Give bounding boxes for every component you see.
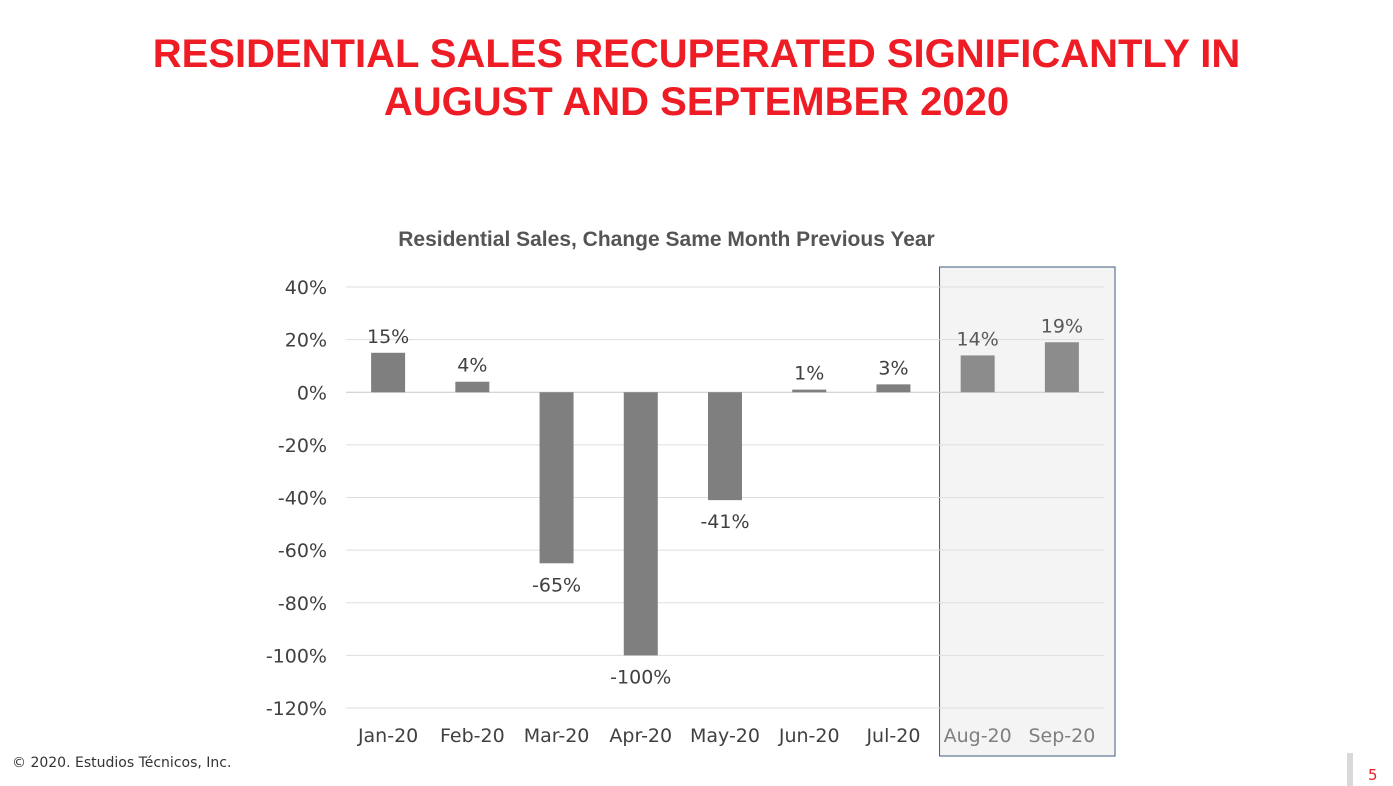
page-number-bar bbox=[1347, 753, 1353, 786]
x-tick-label: Mar-20 bbox=[524, 725, 590, 747]
bar bbox=[960, 355, 995, 393]
bar bbox=[455, 381, 490, 393]
highlight-box bbox=[939, 266, 1116, 757]
x-tick-label: Jun-20 bbox=[778, 725, 840, 747]
headline-line-2: AUGUST AND SEPTEMBER 2020 bbox=[383, 80, 1010, 124]
x-tick-label: Jan-20 bbox=[357, 725, 418, 747]
y-tick-label: 20% bbox=[285, 330, 327, 352]
data-label: -41% bbox=[700, 511, 749, 533]
y-tick-label: -40% bbox=[278, 488, 327, 510]
y-tick-label: -120% bbox=[266, 698, 327, 720]
x-tick-label: Aug-20 bbox=[944, 725, 1012, 747]
page-number: 5 bbox=[1368, 766, 1378, 784]
bar bbox=[623, 392, 658, 656]
data-label: -100% bbox=[610, 666, 671, 688]
copyright-footer: © 2020. Estudios Técnicos, Inc. bbox=[12, 755, 232, 771]
bar bbox=[708, 392, 742, 501]
slide-headline: RESIDENTIAL SALES RECUPERATED SIGNIFICAN… bbox=[0, 30, 1393, 126]
chart-title: Residential Sales, Change Same Month Pre… bbox=[398, 228, 935, 251]
y-tick-label: -80% bbox=[278, 593, 327, 615]
y-tick-label: -100% bbox=[266, 645, 327, 667]
data-label: 4% bbox=[457, 355, 487, 377]
bar bbox=[792, 389, 827, 393]
y-tick-label: -20% bbox=[278, 435, 327, 457]
y-tick-label: 0% bbox=[297, 382, 327, 404]
x-tick-label: Jul-20 bbox=[865, 725, 920, 747]
data-label: 19% bbox=[1041, 315, 1083, 337]
x-tick-label: Sep-20 bbox=[1028, 725, 1095, 747]
data-label: 1% bbox=[794, 363, 824, 385]
x-tick-label: Apr-20 bbox=[609, 725, 672, 747]
x-tick-label: Feb-20 bbox=[440, 725, 505, 747]
bar bbox=[539, 392, 574, 564]
data-label: 3% bbox=[878, 357, 908, 379]
data-label: 14% bbox=[957, 328, 999, 350]
bar bbox=[876, 384, 911, 393]
y-tick-label: 40% bbox=[285, 277, 327, 299]
data-label: 15% bbox=[367, 326, 409, 348]
y-tick-label: -60% bbox=[278, 540, 327, 562]
x-tick-label: May-20 bbox=[690, 725, 760, 747]
data-label: -65% bbox=[532, 574, 581, 596]
bar bbox=[371, 352, 406, 393]
headline-line-1: RESIDENTIAL SALES RECUPERATED SIGNIFICAN… bbox=[152, 32, 1241, 76]
bar bbox=[1044, 342, 1079, 393]
